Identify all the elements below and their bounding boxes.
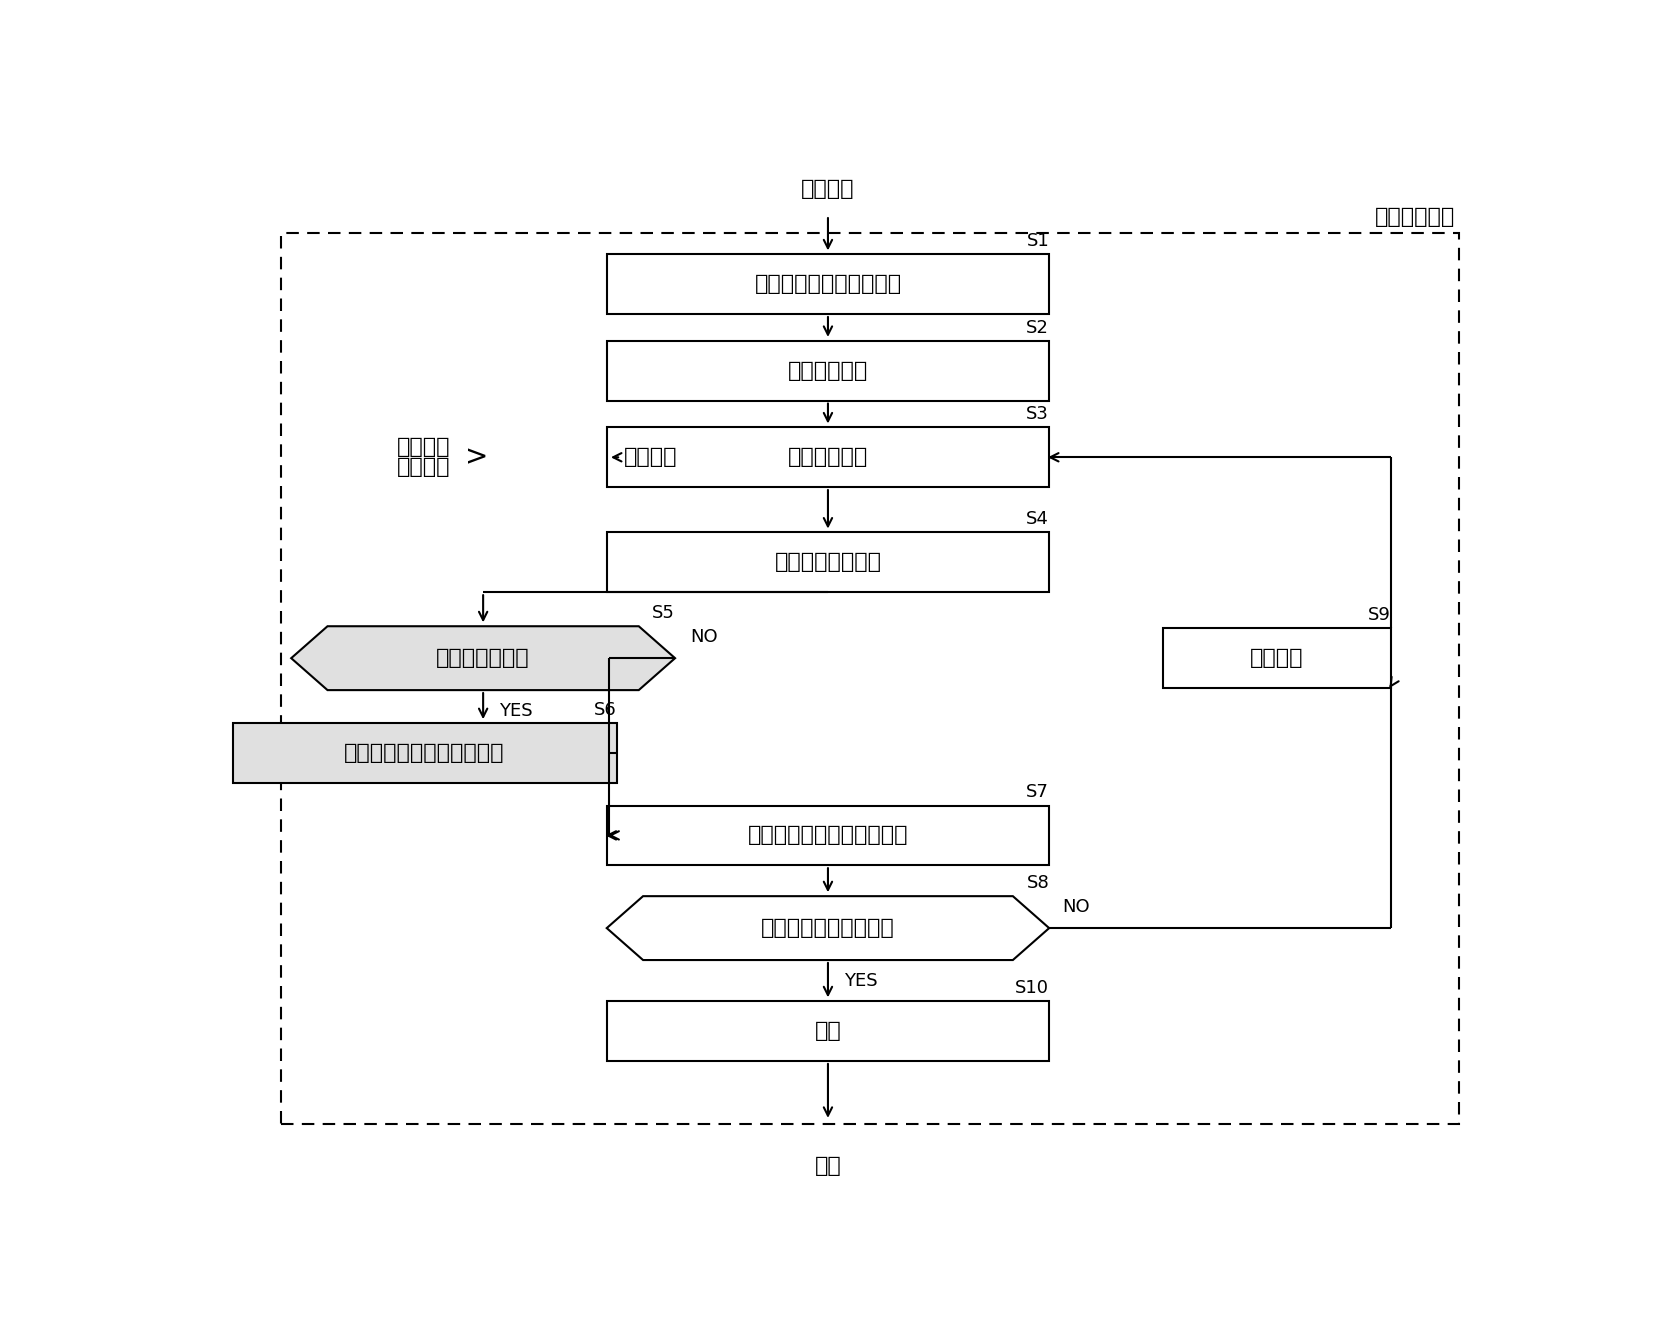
Text: S10: S10: [1016, 979, 1049, 997]
Bar: [606, 427, 1049, 487]
Text: S2: S2: [1026, 318, 1049, 337]
Text: S9: S9: [1368, 606, 1390, 624]
Text: YES: YES: [843, 973, 876, 990]
Text: S1: S1: [1026, 233, 1049, 250]
Polygon shape: [290, 626, 675, 690]
Bar: [606, 341, 1049, 400]
Text: S6: S6: [594, 701, 616, 719]
Text: 制約条件有り？: 制約条件有り？: [437, 648, 531, 668]
Text: トータルオペレーション化: トータルオペレーション化: [747, 826, 908, 846]
Text: >: >: [465, 443, 489, 471]
Text: S3: S3: [1026, 405, 1049, 423]
Text: S8: S8: [1026, 874, 1049, 892]
Text: 制約条件: 制約条件: [623, 447, 677, 467]
Text: 終了: 終了: [814, 1156, 841, 1176]
Bar: [606, 805, 1049, 866]
Text: 制約条件取得: 制約条件取得: [787, 361, 868, 381]
Text: NO: NO: [690, 628, 719, 646]
Text: YES: YES: [499, 702, 532, 720]
Text: スタート: スタート: [801, 179, 855, 199]
Text: S7: S7: [1026, 783, 1049, 801]
Polygon shape: [606, 896, 1049, 961]
Text: S4: S4: [1026, 510, 1049, 529]
Text: シミュレーション: シミュレーション: [774, 553, 881, 573]
Bar: [233, 723, 616, 783]
Text: 計算条件を満たした？: 計算条件を満たした？: [761, 918, 895, 938]
Text: 繰り返し: 繰り返し: [1251, 648, 1303, 668]
Text: 計算条件取得: 計算条件取得: [787, 447, 868, 467]
Bar: [606, 254, 1049, 314]
Bar: [606, 533, 1049, 593]
Text: 要素オペレーション取得: 要素オペレーション取得: [754, 274, 902, 294]
Text: S5: S5: [651, 605, 675, 622]
Bar: [282, 233, 1459, 1124]
Text: NO: NO: [1063, 898, 1090, 915]
Text: シミュレーション結果修正: シミュレーション結果修正: [344, 743, 505, 763]
Text: 制限条件: 制限条件: [398, 456, 450, 476]
Text: 外乱条件: 外乱条件: [398, 438, 450, 458]
Bar: [606, 1001, 1049, 1061]
Text: 出力: 出力: [814, 1021, 841, 1041]
Bar: [1164, 629, 1390, 688]
Text: コンピュータ: コンピュータ: [1375, 207, 1454, 227]
